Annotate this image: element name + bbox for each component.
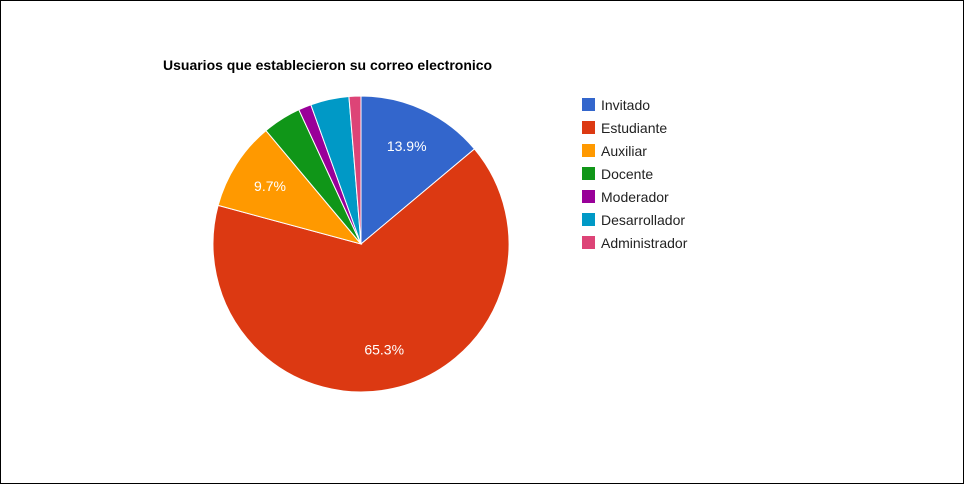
pie-slice-administrador[interactable] [348, 95, 362, 245]
pie-slice-estudiante[interactable] [212, 148, 510, 393]
legend-label-auxiliar: Auxiliar [601, 142, 647, 159]
legend-label-administrador: Administrador [601, 234, 688, 251]
legend-swatch-invitado [582, 98, 595, 111]
legend-item-administrador[interactable]: Administrador [582, 231, 687, 254]
chart-legend: Invitado Estudiante Auxiliar Docente Moderad… [582, 93, 687, 254]
legend-item-estudiante[interactable]: Estudiante [582, 116, 687, 139]
legend-label-docente: Docente [601, 165, 654, 182]
pie-slice-invitado[interactable] [360, 95, 476, 246]
slice-label-estudiante: 65.3% [364, 342, 404, 358]
legend-item-docente[interactable]: Docente [582, 162, 687, 185]
slice-label-invitado: 13.9% [387, 138, 427, 154]
chart-title: Usuarios que establecieron su correo ele… [163, 57, 493, 73]
legend-swatch-estudiante [582, 121, 595, 134]
legend-label-moderador: Moderador [601, 188, 669, 205]
slice-label-auxiliar: 9.7% [254, 178, 286, 194]
legend-label-desarrollador: Desarrollador [601, 211, 686, 228]
legend-item-invitado[interactable]: Invitado [582, 93, 687, 116]
legend-swatch-desarrollador [582, 213, 595, 226]
legend-item-desarrollador[interactable]: Desarrollador [582, 208, 687, 231]
legend-item-moderador[interactable]: Moderador [582, 185, 687, 208]
legend-item-auxiliar[interactable]: Auxiliar [582, 139, 687, 162]
legend-swatch-auxiliar [582, 144, 595, 157]
pie-slice-auxiliar[interactable] [217, 129, 363, 245]
legend-label-estudiante: Estudiante [601, 119, 668, 136]
legend-swatch-administrador [582, 236, 595, 249]
legend-swatch-moderador [582, 190, 595, 203]
legend-label-invitado: Invitado [601, 96, 651, 113]
legend-swatch-docente [582, 167, 595, 180]
